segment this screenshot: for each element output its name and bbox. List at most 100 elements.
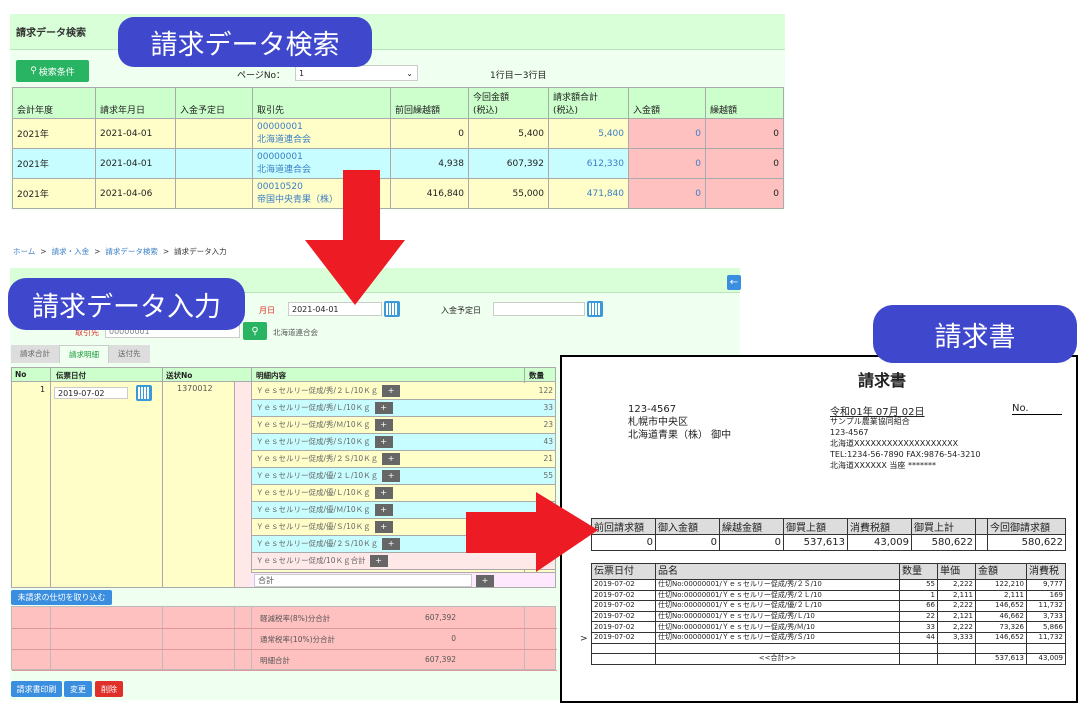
cell-prev: 416,840 [390, 178, 469, 209]
add-item-button[interactable]: + [374, 487, 393, 499]
detail-cell: 2019-07-02 [591, 589, 656, 602]
invoice-title: 請求書 [858, 371, 907, 390]
import-unbilled-button[interactable]: 未請求の仕切を取り込む [11, 590, 112, 605]
tab[interactable]: 請求合計 [11, 345, 59, 363]
recipient-line: 北海道青果（株） 御中 [628, 430, 732, 441]
delete-button[interactable]: 削除 [95, 681, 123, 697]
add-item-button[interactable]: + [382, 453, 401, 465]
client-code[interactable]: 00000001 [257, 122, 303, 132]
tab[interactable]: 請求明細 [59, 345, 109, 363]
table-row[interactable]: 2021年 2021-04-06 00010520 帝国中央青果（株） 416,840 5… [12, 178, 784, 209]
summary-value: 0 [655, 534, 720, 551]
client-name[interactable]: 北海道連合会 [257, 135, 312, 145]
client-name[interactable]: 帝国中央青果（株） [257, 195, 339, 205]
summary-value: 0 [591, 534, 656, 551]
item-row[interactable]: Ｙｅｓセルリー促成/優/Ｌ/10Ｋｇ + [252, 485, 555, 502]
entry-section-label: 請求データ入力 [8, 278, 245, 330]
row-pointer: > [580, 634, 588, 644]
calendar-icon[interactable] [136, 385, 152, 401]
item-row[interactable]: Ｙｅｓセルリー促成/秀/２Ｌ/10Ｋｇ +122 [252, 383, 555, 400]
item-name: Ｙｅｓセルリー促成/秀/Ｓ/10Ｋｇ [256, 437, 371, 446]
detail-cell: 2019-07-02 [591, 631, 656, 644]
item-row[interactable]: Ｙｅｓセルリー促成/秀/Ｓ/10Ｋｇ +43 [252, 434, 555, 451]
item-row[interactable]: Ｙｅｓセルリー促成/10Ｋｇ合計 + [252, 553, 555, 570]
calendar-icon[interactable] [587, 301, 603, 317]
invoice-detail-table: 伝票日付 品名 数量 単価 金額 消費税 2019-07-02 仕切No:00000001/… [591, 563, 1066, 665]
divider [50, 607, 51, 671]
summary-header: 今回御請求額 [987, 518, 1066, 535]
item-row[interactable]: Ｙｅｓセルリー促成/秀/Ｌ/10Ｋｇ +33 [252, 400, 555, 417]
divider [12, 649, 557, 650]
item-quantity: 21 [543, 454, 553, 463]
client-code[interactable]: 00000001 [257, 152, 303, 162]
divider [234, 607, 235, 671]
invoice-document: 請求書 123-4567 札幌市中央区 北海道青果（株） 御中 令和01年 07月 … [560, 355, 1078, 703]
cell-prev: 4,938 [390, 148, 469, 179]
cell-total: 5,400 [548, 118, 629, 149]
search-icon: ⚲ [30, 66, 37, 76]
add-item-button[interactable]: + [369, 555, 388, 567]
sender-info: サンプル農業協同組合 123-4567 北海道XXXXXXXXXXXXXXXXXXX… [830, 416, 981, 471]
slip-date-input[interactable]: 2019-07-02 [54, 387, 128, 399]
detail-cell: 5,866 [1026, 621, 1066, 633]
breadcrumb-item[interactable]: 請求データ検索 [105, 247, 158, 256]
tab[interactable]: 送付先 [109, 345, 150, 363]
add-item-button[interactable]: + [374, 402, 393, 414]
cell-year: 2021年 [12, 148, 96, 179]
cell-code[interactable]: 00000001 北海道連合会 [252, 118, 391, 149]
summary-header: 繰越金額 [719, 518, 784, 535]
item-cell: Ｙｅｓセルリー促成/優/Ｌ/10Ｋｇ + [256, 485, 393, 501]
back-button[interactable]: ← [727, 275, 741, 290]
date-input[interactable]: 2021-04-01 [288, 302, 382, 316]
column-header: 入金予定日 [175, 87, 253, 119]
summary-value [975, 534, 988, 551]
detail-cell [975, 642, 1027, 655]
detail-row: 2019-07-02 仕切No:00000001/Ｙｅｓセルリー促成/秀/Ｌ/10… [591, 610, 1066, 623]
detail-cell: 9,777 [1026, 579, 1066, 591]
detail-row: 2019-07-02 仕切No:00000001/Ｙｅｓセルリー促成/秀/Ｍ/10… [591, 621, 1066, 633]
due-date-label: 入金予定日 [441, 306, 481, 315]
sender-line: 123-4567 [830, 428, 869, 437]
client-code[interactable]: 00010520 [257, 182, 303, 192]
client-name[interactable]: 北海道連合会 [257, 165, 312, 175]
page-select[interactable]: 1 ⌄ [295, 65, 418, 81]
detail-cell: 55 [899, 579, 938, 591]
add-item-button[interactable]: + [374, 521, 393, 533]
sender-line: 北海道XXXXXXXXXXXXXXXXXXX [830, 439, 959, 448]
column-header: 請求額合計 (税込) [548, 87, 629, 119]
print-invoice-button[interactable]: 請求書印刷 [11, 681, 62, 697]
total-input[interactable]: 合計 [254, 574, 472, 587]
add-item-button[interactable]: + [374, 504, 393, 516]
detail-header: 単価 [937, 563, 976, 580]
detail-row: 2019-07-02 仕切No:00000001/Ｙｅｓセルリー促成/秀/２Ｓ/1… [591, 579, 1066, 591]
item-name: Ｙｅｓセルリー促成/秀/Ｌ/10Ｋｇ [256, 403, 371, 412]
divider [12, 628, 557, 629]
add-item-button[interactable]: + [382, 385, 401, 397]
update-button[interactable]: 変更 [64, 681, 92, 697]
breadcrumb-item[interactable]: ホーム [13, 247, 36, 256]
summary-value: 607,392 [424, 613, 456, 622]
add-item-button[interactable]: + [382, 538, 401, 550]
add-item-button[interactable]: + [382, 470, 401, 482]
calendar-icon[interactable] [384, 301, 400, 317]
client-search-button[interactable]: ⚲ [243, 322, 267, 340]
item-row[interactable]: Ｙｅｓセルリー促成/優/２Ｌ/10Ｋｇ +55 [252, 468, 555, 485]
add-item-button[interactable]: + [374, 436, 393, 448]
detail-header: 消費税 [1026, 563, 1066, 580]
add-item-button[interactable]: + [374, 419, 393, 431]
detail-cell: 2,222 [937, 579, 976, 591]
add-total-button[interactable]: + [476, 575, 494, 587]
column-header: No [15, 370, 27, 379]
cell-total: 612,330 [548, 148, 629, 179]
item-row[interactable]: Ｙｅｓセルリー促成/秀/２Ｓ/10Ｋｇ + 21 [252, 451, 555, 468]
detail-row: 2019-07-02 仕切No:00000001/Ｙｅｓセルリー促成/優/２Ｌ/1… [591, 600, 1066, 612]
detail-cell: 169 [1026, 589, 1066, 602]
table-row[interactable]: 2021年 2021-04-01 00000001 北海道連合会 0 5,400 5,400… [12, 118, 784, 149]
item-cell: Ｙｅｓセルリー促成/秀/２Ｓ/10Ｋｇ + [256, 451, 401, 467]
summary-header: 御買上額 [783, 518, 848, 535]
search-conditions-button[interactable]: ⚲ 検索条件 [16, 60, 89, 82]
due-date-input[interactable] [493, 302, 585, 316]
item-row[interactable]: Ｙｅｓセルリー促成/秀/Ｍ/10Ｋｇ +23 [252, 417, 555, 434]
summary-header: 御買上計 [911, 518, 976, 535]
breadcrumb-item[interactable]: 請求・入金 [51, 247, 90, 256]
